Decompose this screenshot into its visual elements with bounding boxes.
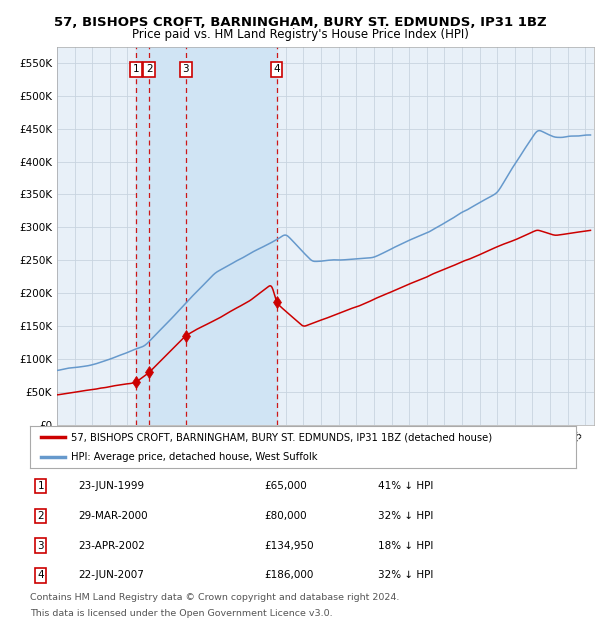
Text: 4: 4 bbox=[37, 570, 44, 580]
Text: 29-MAR-2000: 29-MAR-2000 bbox=[78, 511, 148, 521]
Text: 57, BISHOPS CROFT, BARNINGHAM, BURY ST. EDMUNDS, IP31 1BZ (detached house): 57, BISHOPS CROFT, BARNINGHAM, BURY ST. … bbox=[71, 432, 492, 442]
Text: 22-JUN-2007: 22-JUN-2007 bbox=[78, 570, 144, 580]
Text: 41% ↓ HPI: 41% ↓ HPI bbox=[378, 481, 433, 491]
Text: £65,000: £65,000 bbox=[264, 481, 307, 491]
Text: 57, BISHOPS CROFT, BARNINGHAM, BURY ST. EDMUNDS, IP31 1BZ: 57, BISHOPS CROFT, BARNINGHAM, BURY ST. … bbox=[53, 16, 547, 29]
Text: This data is licensed under the Open Government Licence v3.0.: This data is licensed under the Open Gov… bbox=[30, 609, 332, 618]
Text: 2: 2 bbox=[37, 511, 44, 521]
Text: Contains HM Land Registry data © Crown copyright and database right 2024.: Contains HM Land Registry data © Crown c… bbox=[30, 593, 400, 603]
Text: 23-APR-2002: 23-APR-2002 bbox=[78, 541, 145, 551]
Text: Price paid vs. HM Land Registry's House Price Index (HPI): Price paid vs. HM Land Registry's House … bbox=[131, 28, 469, 41]
Text: 2: 2 bbox=[146, 64, 152, 74]
Text: 23-JUN-1999: 23-JUN-1999 bbox=[78, 481, 144, 491]
Text: 1: 1 bbox=[133, 64, 139, 74]
Text: 18% ↓ HPI: 18% ↓ HPI bbox=[378, 541, 433, 551]
Text: 1: 1 bbox=[37, 481, 44, 491]
Text: 32% ↓ HPI: 32% ↓ HPI bbox=[378, 511, 433, 521]
Text: £186,000: £186,000 bbox=[264, 570, 313, 580]
Text: £134,950: £134,950 bbox=[264, 541, 314, 551]
Text: 4: 4 bbox=[273, 64, 280, 74]
Text: 32% ↓ HPI: 32% ↓ HPI bbox=[378, 570, 433, 580]
Text: £80,000: £80,000 bbox=[264, 511, 307, 521]
Text: 3: 3 bbox=[182, 64, 189, 74]
Text: HPI: Average price, detached house, West Suffolk: HPI: Average price, detached house, West… bbox=[71, 452, 317, 462]
Text: 3: 3 bbox=[37, 541, 44, 551]
Bar bbox=[136, 46, 277, 425]
